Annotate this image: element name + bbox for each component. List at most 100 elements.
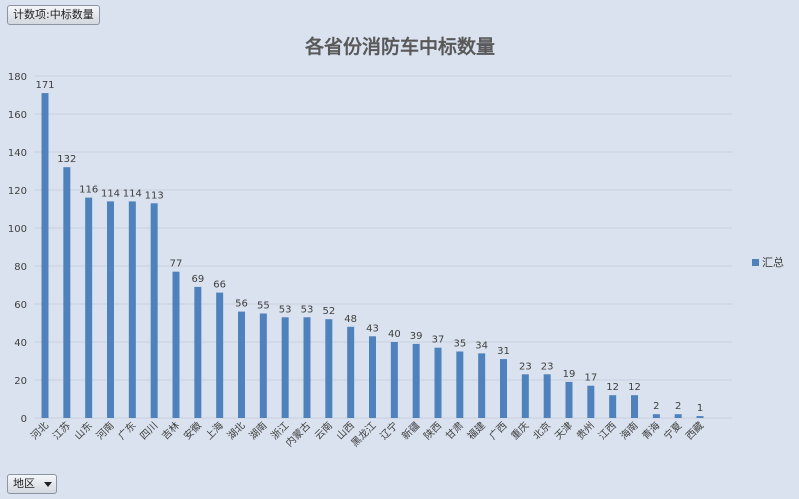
y-tick-label: 60 bbox=[14, 300, 27, 311]
bar bbox=[41, 93, 49, 418]
bar bbox=[194, 286, 202, 418]
bar bbox=[631, 395, 638, 418]
x-tick-label: 云南 bbox=[312, 419, 335, 442]
data-label: 53 bbox=[279, 304, 292, 315]
x-tick-label: 黑龙江 bbox=[348, 419, 378, 449]
x-tick-label: 四川 bbox=[138, 420, 160, 442]
data-label: 37 bbox=[432, 335, 445, 346]
bar bbox=[259, 313, 267, 418]
x-tick-label: 吉林 bbox=[159, 419, 182, 442]
bar bbox=[587, 385, 595, 418]
data-label: 132 bbox=[57, 154, 76, 165]
bar bbox=[238, 311, 245, 418]
data-label: 19 bbox=[563, 369, 576, 380]
data-label: 39 bbox=[410, 331, 423, 342]
data-label: 31 bbox=[497, 346, 510, 357]
x-tick-label: 西藏 bbox=[683, 420, 706, 443]
data-label: 43 bbox=[366, 323, 379, 334]
legend: 汇总 bbox=[752, 255, 784, 269]
data-label: 12 bbox=[628, 382, 641, 393]
bar bbox=[674, 414, 682, 418]
bar bbox=[478, 353, 486, 418]
bar bbox=[456, 351, 464, 418]
data-label: 113 bbox=[145, 190, 164, 201]
y-tick-label: 20 bbox=[14, 376, 27, 387]
bar bbox=[434, 347, 442, 418]
data-label: 52 bbox=[322, 306, 335, 317]
x-tick-label: 北京 bbox=[530, 419, 553, 442]
data-label: 23 bbox=[541, 361, 554, 372]
y-tick-label: 40 bbox=[14, 338, 27, 349]
x-tick-label: 湖南 bbox=[246, 419, 269, 442]
bar bbox=[172, 271, 180, 418]
data-label: 55 bbox=[257, 301, 270, 312]
bars bbox=[41, 93, 704, 418]
bar bbox=[150, 203, 158, 418]
bar bbox=[652, 414, 660, 418]
data-label: 40 bbox=[388, 329, 401, 340]
data-label: 2 bbox=[653, 401, 659, 412]
region-filter-dropdown[interactable]: 地区 bbox=[7, 474, 57, 494]
x-tick-label: 海南 bbox=[617, 419, 640, 442]
data-label: 114 bbox=[101, 188, 120, 199]
data-label: 48 bbox=[344, 314, 357, 325]
x-tick-label: 广东 bbox=[115, 419, 138, 442]
bar bbox=[107, 201, 114, 418]
bar bbox=[609, 395, 617, 418]
x-tick-label: 河北 bbox=[28, 420, 51, 443]
data-label: 1 bbox=[697, 403, 703, 414]
x-tick-label: 湖北 bbox=[225, 420, 248, 443]
x-tick-label: 河南 bbox=[93, 419, 116, 442]
y-tick-label: 100 bbox=[8, 224, 27, 235]
data-label: 53 bbox=[301, 304, 314, 315]
x-tick-label: 江苏 bbox=[50, 419, 73, 442]
grid-lines bbox=[34, 75, 732, 419]
x-tick-label: 宁夏 bbox=[661, 419, 684, 442]
chevron-down-icon bbox=[44, 482, 52, 487]
data-label: 34 bbox=[475, 340, 488, 351]
bar bbox=[85, 197, 93, 418]
bar bbox=[347, 326, 355, 418]
y-tick-label: 0 bbox=[21, 414, 27, 425]
data-label: 23 bbox=[519, 361, 532, 372]
bar bbox=[281, 317, 289, 418]
bar bbox=[696, 416, 704, 418]
bar bbox=[369, 336, 376, 418]
data-label: 69 bbox=[191, 274, 204, 285]
y-tick-label: 180 bbox=[8, 72, 27, 83]
bar bbox=[500, 359, 507, 418]
x-tick-label: 重庆 bbox=[508, 419, 531, 442]
data-label: 66 bbox=[213, 280, 226, 291]
bar bbox=[390, 342, 398, 418]
legend-swatch bbox=[752, 259, 759, 266]
bar bbox=[412, 343, 420, 418]
chart-title: 各省份消防车中标数量 bbox=[304, 35, 495, 58]
x-tick-label: 安徽 bbox=[181, 419, 204, 442]
data-label: 171 bbox=[35, 80, 54, 91]
bar bbox=[128, 201, 136, 418]
data-label: 77 bbox=[170, 259, 183, 270]
data-label: 2 bbox=[675, 401, 681, 412]
y-tick-label: 120 bbox=[8, 186, 27, 197]
bar bbox=[543, 374, 551, 418]
x-tick-label: 新疆 bbox=[399, 419, 422, 442]
x-tick-label: 贵州 bbox=[574, 419, 597, 442]
data-label: 35 bbox=[453, 339, 466, 350]
x-tick-label: 福建 bbox=[464, 419, 487, 442]
pivot-field-button[interactable]: 计数项:中标数量 bbox=[7, 5, 100, 25]
bar bbox=[303, 317, 311, 418]
x-tick-label: 陕西 bbox=[421, 419, 444, 442]
x-tick-label: 天津 bbox=[552, 420, 575, 443]
y-tick-label: 160 bbox=[8, 110, 27, 121]
x-tick-label: 山东 bbox=[71, 419, 94, 442]
bar bbox=[216, 292, 224, 418]
x-tick-label: 江西 bbox=[596, 420, 619, 443]
data-label: 114 bbox=[123, 188, 142, 199]
y-tick-label: 140 bbox=[8, 148, 27, 159]
bar bbox=[63, 167, 71, 418]
x-tick-label: 辽宁 bbox=[377, 419, 400, 442]
bar bbox=[521, 374, 529, 418]
